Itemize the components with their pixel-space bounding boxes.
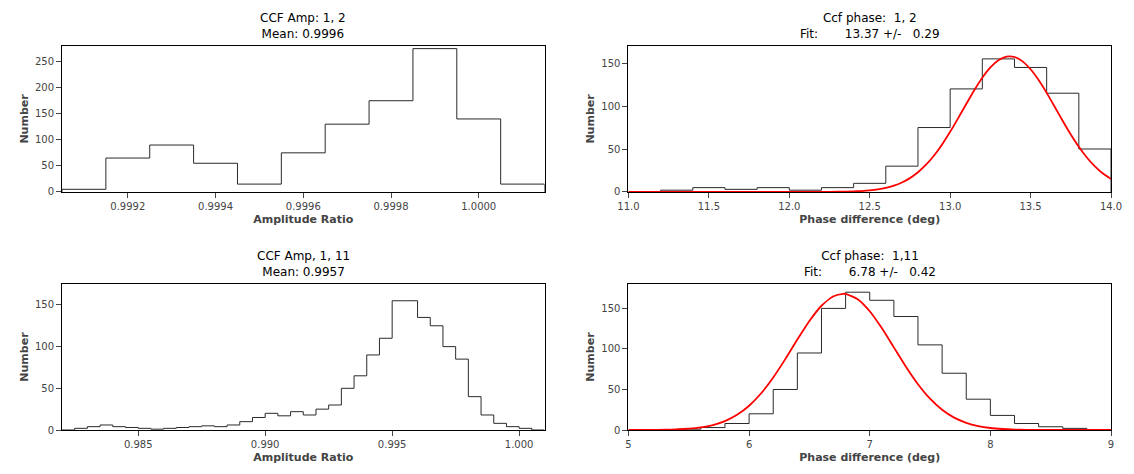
svg-text:0.9996: 0.9996 bbox=[286, 201, 321, 212]
svg-text:Number: Number bbox=[584, 332, 597, 382]
svg-text:50: 50 bbox=[41, 383, 54, 394]
svg-text:100: 100 bbox=[35, 341, 54, 352]
svg-text:0: 0 bbox=[614, 425, 620, 436]
svg-text:0.9998: 0.9998 bbox=[374, 201, 409, 212]
svg-text:0.990: 0.990 bbox=[251, 439, 280, 450]
svg-text:150: 150 bbox=[35, 108, 54, 119]
svg-text:11.5: 11.5 bbox=[698, 201, 720, 212]
svg-text:Phase difference (deg): Phase difference (deg) bbox=[799, 213, 940, 226]
svg-text:0: 0 bbox=[48, 186, 54, 197]
svg-text:13.5: 13.5 bbox=[1019, 201, 1041, 212]
svg-text:100: 100 bbox=[601, 101, 620, 112]
svg-text:50: 50 bbox=[608, 144, 621, 155]
svg-text:Phase difference (deg): Phase difference (deg) bbox=[799, 451, 940, 464]
svg-text:13.0: 13.0 bbox=[939, 201, 961, 212]
svg-text:150: 150 bbox=[601, 58, 620, 69]
svg-text:150: 150 bbox=[601, 303, 620, 314]
svg-text:6: 6 bbox=[746, 439, 752, 450]
svg-text:5: 5 bbox=[625, 439, 631, 450]
svg-text:1.000: 1.000 bbox=[505, 439, 534, 450]
svg-text:Ccf phase: 1,11Fit: 6.7: Ccf phase: 1,11Fit: 6.78 +/- 0.42 bbox=[804, 249, 936, 279]
svg-text:CCF Amp, 1, 11Mean: 0.9957: CCF Amp, 1, 11Mean: 0.9957 bbox=[257, 249, 350, 279]
svg-text:1.0000: 1.0000 bbox=[461, 201, 496, 212]
svg-text:0.9994: 0.9994 bbox=[198, 201, 233, 212]
svg-text:Number: Number bbox=[584, 94, 597, 144]
svg-text:7: 7 bbox=[867, 439, 873, 450]
svg-text:Amplitude Ratio: Amplitude Ratio bbox=[253, 213, 354, 226]
svg-text:Number: Number bbox=[18, 94, 31, 144]
svg-text:12.5: 12.5 bbox=[859, 201, 881, 212]
svg-text:100: 100 bbox=[601, 343, 620, 354]
svg-text:0.995: 0.995 bbox=[378, 439, 407, 450]
svg-text:0: 0 bbox=[48, 425, 54, 436]
svg-text:CCF Amp: 1, 2Mean: 0.9996: CCF Amp: 1, 2Mean: 0.9996 bbox=[260, 11, 346, 41]
svg-text:100: 100 bbox=[35, 134, 54, 145]
svg-text:150: 150 bbox=[35, 299, 54, 310]
svg-text:0.985: 0.985 bbox=[124, 439, 153, 450]
svg-text:9: 9 bbox=[1108, 439, 1114, 450]
svg-text:Ccf phase: 1, 2Fit: 13.: Ccf phase: 1, 2Fit: 13.37 +/- 0.29 bbox=[800, 11, 940, 41]
svg-text:14.0: 14.0 bbox=[1100, 201, 1122, 212]
svg-text:50: 50 bbox=[41, 160, 54, 171]
svg-text:Number: Number bbox=[18, 332, 31, 382]
svg-text:250: 250 bbox=[35, 56, 54, 67]
svg-text:200: 200 bbox=[35, 82, 54, 93]
svg-text:0: 0 bbox=[614, 186, 620, 197]
svg-text:0.9992: 0.9992 bbox=[110, 201, 145, 212]
svg-text:8: 8 bbox=[987, 439, 993, 450]
svg-text:11.0: 11.0 bbox=[617, 201, 639, 212]
svg-text:Amplitude Ratio: Amplitude Ratio bbox=[253, 451, 354, 464]
svg-text:50: 50 bbox=[608, 384, 621, 395]
svg-text:12.0: 12.0 bbox=[778, 201, 800, 212]
